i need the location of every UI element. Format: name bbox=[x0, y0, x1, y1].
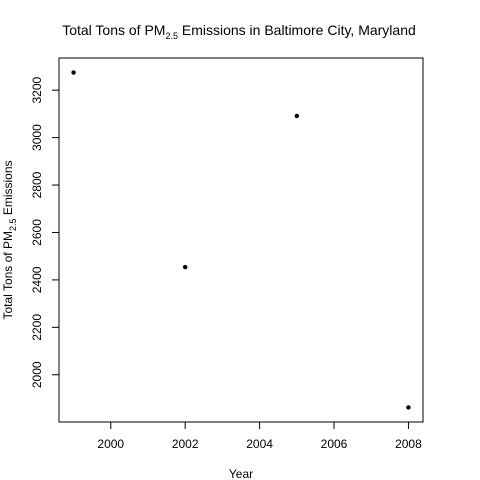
y-tick-label: 2600 bbox=[30, 219, 44, 246]
y-axis: 2000 2200 2400 2600 2800 3000 3200 bbox=[30, 76, 60, 388]
y-tick-label: 3000 bbox=[30, 124, 44, 151]
data-points bbox=[71, 70, 411, 410]
data-point bbox=[71, 70, 76, 75]
y-tick-label: 2800 bbox=[30, 171, 44, 198]
x-tick-label: 2008 bbox=[395, 437, 422, 451]
y-tick-label: 2000 bbox=[30, 361, 44, 388]
data-point bbox=[182, 264, 188, 270]
data-point bbox=[294, 113, 300, 119]
x-tick-label: 2006 bbox=[321, 437, 348, 451]
x-axis-title: Year bbox=[229, 467, 253, 480]
y-tick-label: 2400 bbox=[30, 266, 44, 293]
x-axis: 2000 2002 2004 2006 2008 bbox=[97, 421, 422, 451]
chart-title: Total Tons of PM2.5 Emissions in Baltimo… bbox=[62, 22, 416, 41]
y-axis-title: Total Tons of PM2.5 Emissions bbox=[1, 160, 18, 319]
y-tick-label: 2200 bbox=[30, 314, 44, 341]
data-point bbox=[406, 405, 411, 410]
x-tick-label: 2002 bbox=[172, 437, 199, 451]
x-tick-label: 2000 bbox=[97, 437, 124, 451]
y-tick-label: 3200 bbox=[30, 76, 44, 103]
x-tick-label: 2004 bbox=[246, 437, 273, 451]
